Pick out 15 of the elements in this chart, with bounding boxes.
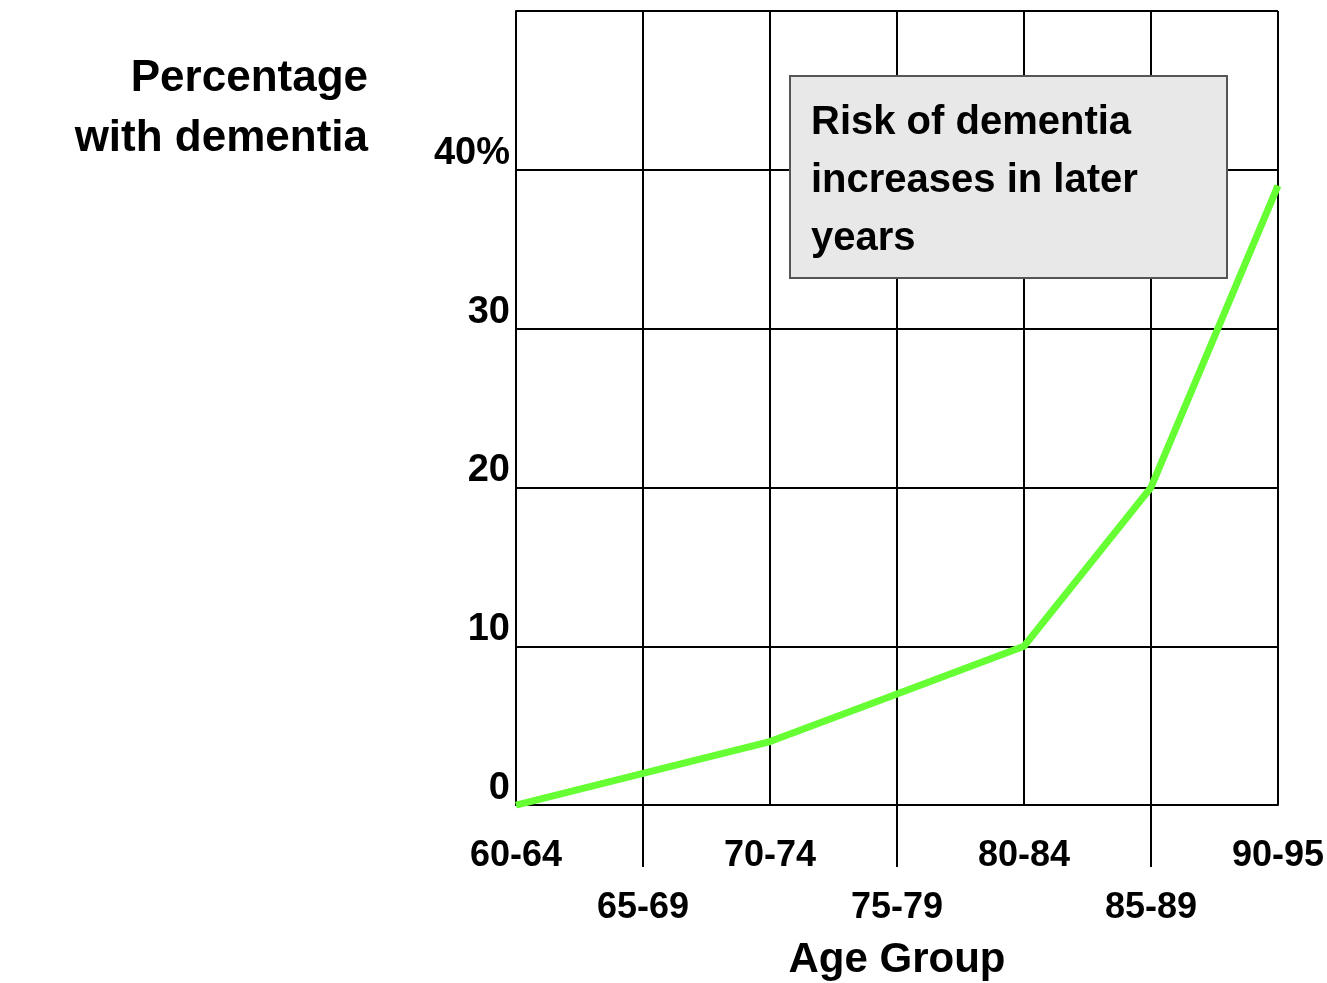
y-tick-label: 20: [467, 447, 510, 490]
y-tick-label: 10: [467, 606, 510, 649]
x-tick-label: 60-64: [469, 832, 563, 874]
x-tick-label: 75-79: [850, 884, 944, 926]
annotation: Risk of dementia increases in later years: [811, 98, 1149, 258]
x-tick-label: 70-74: [723, 832, 817, 874]
y-tick-label: 30: [467, 288, 510, 331]
x-tick-label: 80-84: [977, 832, 1071, 874]
x-tick-label: 85-89: [1104, 884, 1198, 926]
x-tick-label: 90-95: [1231, 832, 1324, 874]
y-tick-label: 0: [488, 765, 510, 808]
x-axis-title: Age Group: [788, 933, 1006, 981]
y-axis-title: Percentage with dementia: [73, 50, 369, 160]
x-tick-label: 65-69: [596, 884, 690, 926]
y-tick-label: 40%: [433, 129, 510, 172]
